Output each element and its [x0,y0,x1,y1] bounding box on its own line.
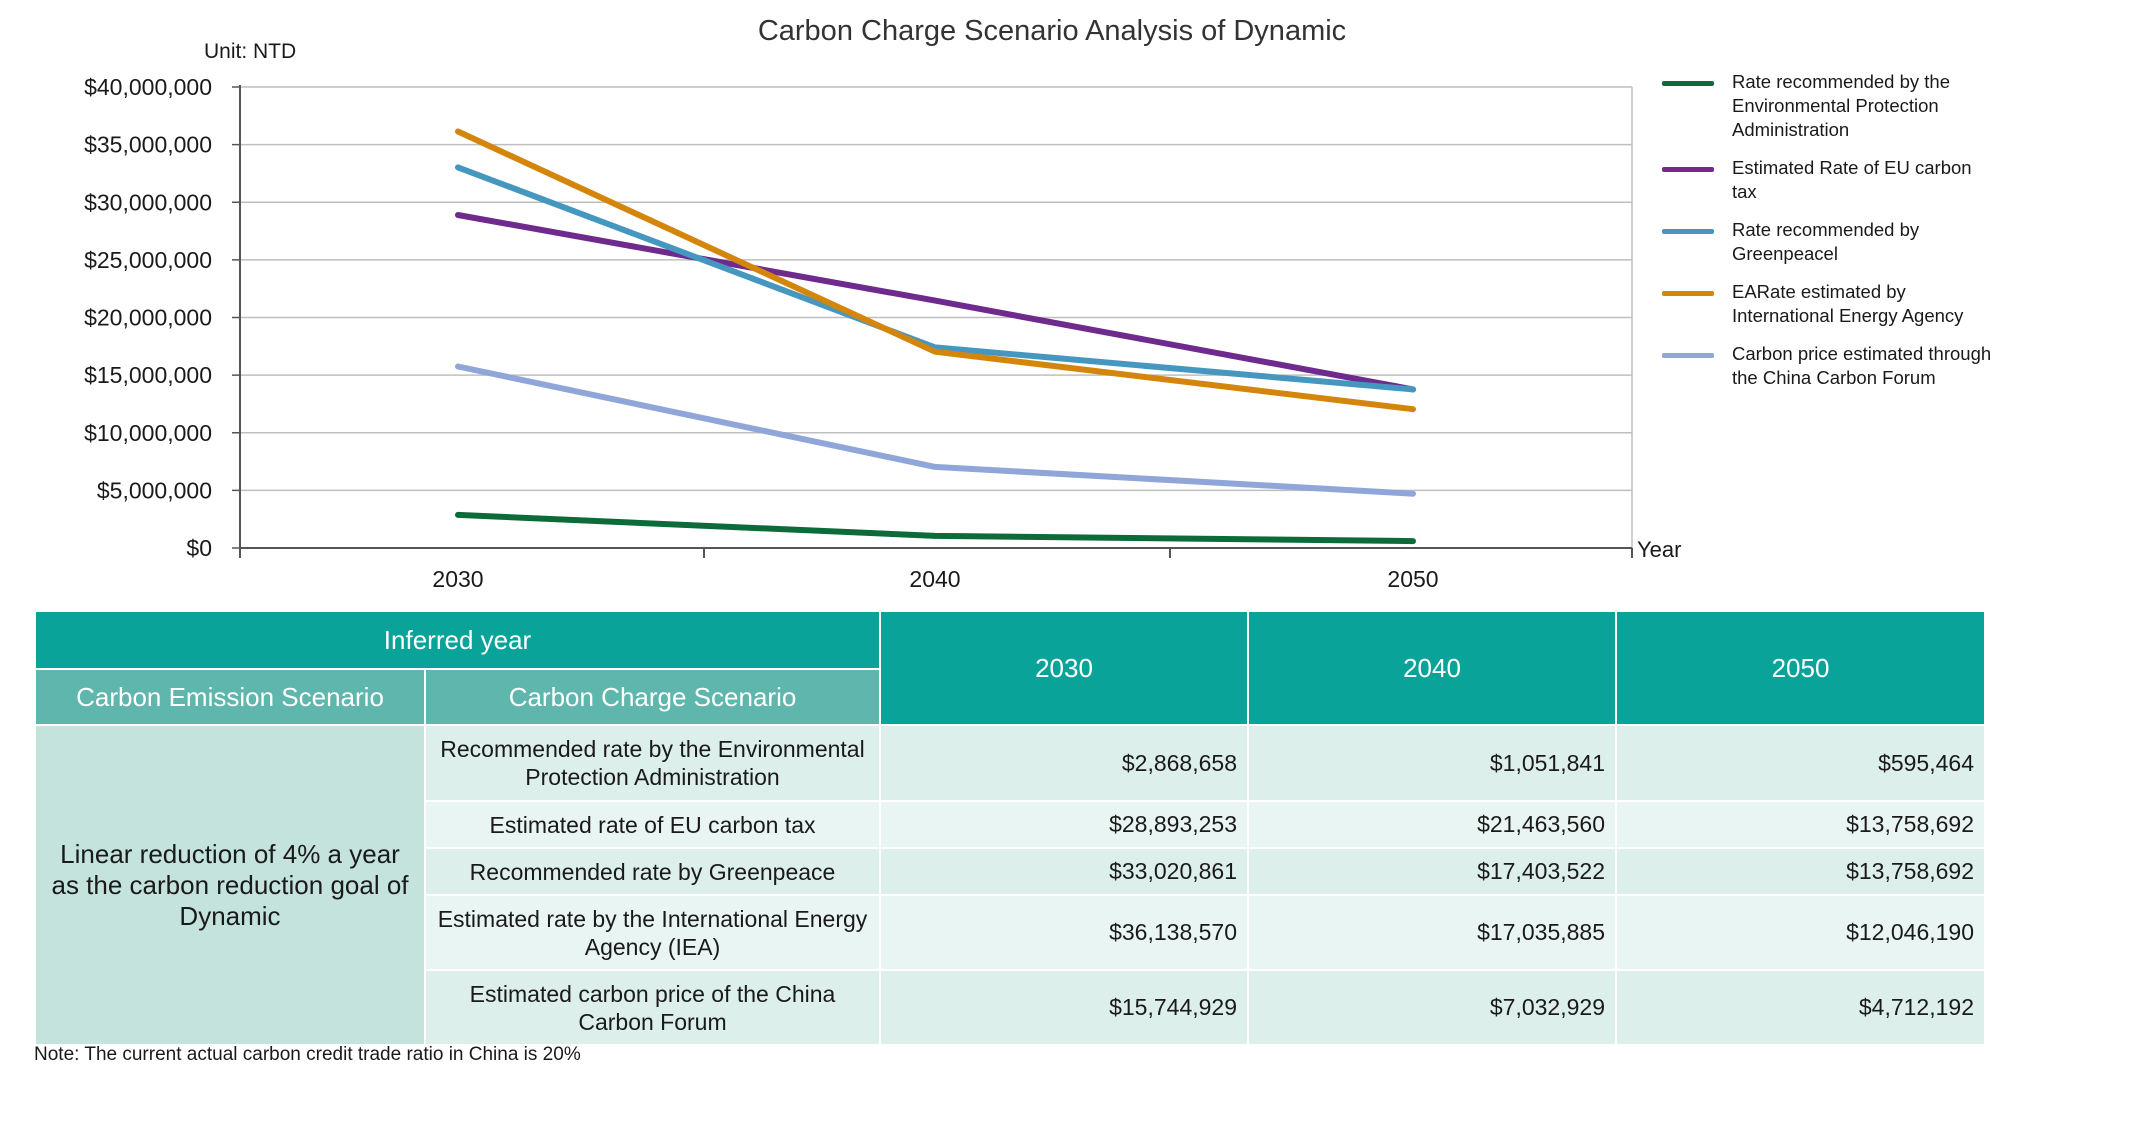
value-cell: $595,464 [1615,724,1986,802]
legend-item-iea: EARate estimated by International Energy… [1662,280,1992,328]
value-cell: $15,744,929 [879,969,1249,1046]
value-cell: $13,758,692 [1615,847,1986,896]
value-cell: $17,035,885 [1247,894,1617,971]
legend-swatch [1662,167,1714,172]
table-row: Estimated rate of EU carbon tax $28,893,… [35,800,1986,849]
x-tick-label: 2030 [432,566,483,592]
y-tick-label: $10,000,000 [84,420,212,446]
legend-label: EARate estimated by International Energy… [1732,281,1964,326]
footnote: Note: The current actual carbon credit t… [34,1044,581,1065]
value-cell: $28,893,253 [879,800,1249,849]
charge-scenario-cell: Estimated rate by the International Ener… [424,894,881,971]
gridlines [240,86,1633,548]
y-tick-label: $25,000,000 [84,247,212,273]
series-line-1 [455,511,1416,545]
legend-item-greenpeace: Rate recommended by Greenpeacel [1662,218,1992,266]
value-cell: $2,868,658 [879,724,1249,802]
x-tick-label: 2040 [909,566,960,592]
table-row: Linear reduction of 4% a year as the car… [34,724,1986,1046]
y-tick-label: $5,000,000 [97,477,212,503]
value-cell: $21,463,560 [1247,800,1617,849]
emission-scenario-header: Carbon Emission Scenario [34,668,426,726]
legend-label: Rate recommended by Greenpeacel [1732,219,1920,264]
legend-swatch [1662,353,1714,358]
emission-scenario-cell: Linear reduction of 4% a year as the car… [34,724,426,1046]
table-row: Estimated carbon price of the China Carb… [35,969,1986,1046]
unit-label: Unit: NTD [204,40,296,63]
value-cell: $7,032,929 [1247,969,1617,1046]
year-header: 2040 [1247,610,1617,726]
legend-swatch [1662,229,1714,234]
year-header: 2030 [879,610,1249,726]
legend-swatch [1662,291,1714,296]
charge-scenario-cell: Recommended rate by Greenpeace [424,847,881,896]
charge-scenario-cell: Estimated carbon price of the China Carb… [424,969,881,1046]
scenario-table: Inferred year 2030 2040 2050 Carbon Emis… [34,610,1986,1046]
table-row: Estimated rate by the International Ener… [35,894,1986,971]
chart-title: Carbon Charge Scenario Analysis of Dynam… [758,15,1346,47]
y-tick-label: $20,000,000 [84,305,212,331]
value-cell: $12,046,190 [1615,894,1986,971]
y-tick-label: $40,000,000 [84,74,212,100]
series-line-5 [455,363,1416,497]
value-cell: $4,712,192 [1615,969,1986,1046]
y-tick-label: $30,000,000 [84,189,212,215]
value-cell: $17,403,522 [1247,847,1617,896]
y-tick-label: $0 [186,535,212,561]
legend-item-epa: Rate recommended by the Environmental Pr… [1662,70,1992,142]
value-cell: $13,758,692 [1615,800,1986,849]
legend: Rate recommended by the Environmental Pr… [1662,70,1992,404]
line-chart: Carbon Charge Scenario Analysis of Dynam… [84,15,1681,592]
legend-item-eu: Estimated Rate of EU carbon tax [1662,156,1992,204]
value-cell: $1,051,841 [1247,724,1617,802]
value-cell: $36,138,570 [879,894,1249,971]
y-tick-label: $35,000,000 [84,132,212,158]
value-cell: $33,020,861 [879,847,1249,896]
axes: $0 $5,000,000 $10,000,000 $15,000,000 $20,00… [84,74,1633,592]
y-tick-label: $15,000,000 [84,362,212,388]
charge-scenario-cell: Recommended rate by the Environmental Pr… [424,724,881,802]
inferred-year-header: Inferred year [34,610,881,670]
series-line-3 [455,164,1416,393]
charge-scenario-cell: Estimated rate of EU carbon tax [424,800,881,849]
series-line-4 [455,128,1416,413]
legend-label: Rate recommended by the Environmental Pr… [1732,71,1951,140]
series-line-2 [455,212,1416,393]
series-lines [455,128,1416,545]
legend-label: Carbon price estimated through the China… [1732,343,1992,388]
legend-item-china: Carbon price estimated through the China… [1662,342,1992,390]
legend-label: Estimated Rate of EU carbon tax [1732,157,1972,202]
year-header: 2050 [1615,610,1986,726]
charge-scenario-header: Carbon Charge Scenario [424,668,881,726]
x-tick-label: 2050 [1387,566,1438,592]
x-axis-label: Year [1637,537,1681,562]
legend-swatch [1662,81,1714,86]
table-row: Recommended rate by Greenpeace $33,020,8… [35,847,1986,896]
